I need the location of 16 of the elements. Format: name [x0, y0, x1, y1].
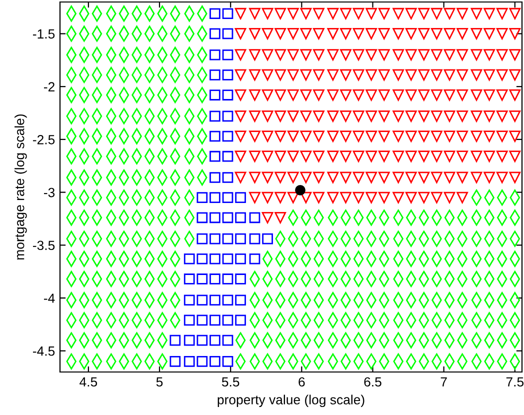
y-tick-label: -3 — [44, 188, 55, 198]
y-tick-label: -2 — [44, 82, 54, 92]
x-tick-label: 5.5 — [222, 377, 240, 387]
y-tick-label: -4.5 — [32, 346, 55, 356]
x-tick-label: 7 — [440, 377, 447, 386]
y-tick-label: -2.5 — [32, 134, 55, 144]
y-axis-title: mortgage rate (log scale) — [14, 114, 27, 260]
x-tick-label: 4.5 — [80, 377, 98, 387]
y-tick-label: -4 — [44, 294, 55, 303]
x-tick-label: 5 — [156, 377, 163, 387]
x-axis-title: property value (log scale) — [218, 394, 364, 408]
x-tick-label: 6.5 — [364, 377, 382, 387]
x-tick-label: 6 — [298, 377, 305, 387]
y-tick-label: -3.5 — [32, 240, 55, 250]
y-tick-label: -1.5 — [32, 29, 55, 39]
x-tick-label: 7.5 — [506, 377, 524, 387]
